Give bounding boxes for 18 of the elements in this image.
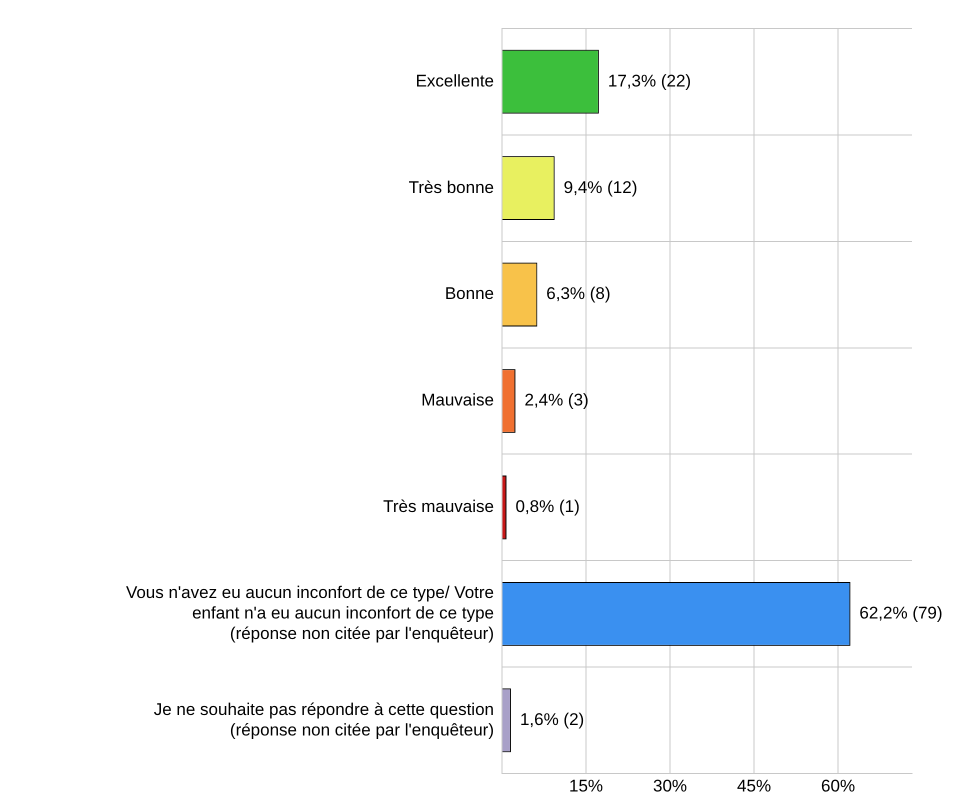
x-tick-label: 15% (569, 776, 604, 796)
x-tick-label: 30% (653, 776, 688, 796)
y-tick-label: Très bonne (408, 178, 494, 197)
y-tick-label: Je ne souhaite pas répondre à cette question (réponse non citée par l'enquêteur) (154, 700, 494, 740)
x-tick-label: 60% (821, 776, 856, 796)
y-tick-label: Bonne (444, 284, 494, 304)
data-label: 0,8% (1) (515, 497, 580, 516)
data-label: 2,4% (3) (524, 390, 589, 410)
data-label: 62,2% (79) (859, 604, 943, 623)
x-tick-label: 45% (737, 776, 772, 796)
data-label: 1,6% (2) (520, 710, 584, 730)
data-label: 9,4% (12) (564, 178, 638, 197)
data-label: 6,3% (8) (546, 284, 611, 304)
y-tick-label: Très mauvaise (383, 497, 494, 516)
y-tick-label: Vous n'avez eu aucun inconfort de ce type/ Votre enfant n'a eu aucun inconfort de ce type (réponse non citée par l'enquêteur) (126, 583, 494, 643)
y-tick-label: Mauvaise (421, 390, 494, 410)
data-label: 17,3% (22) (608, 71, 692, 90)
y-tick-label: Excellente (416, 71, 494, 90)
